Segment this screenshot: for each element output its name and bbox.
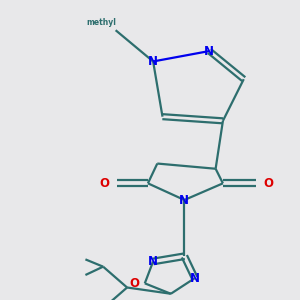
Text: N: N [179, 194, 189, 206]
Text: O: O [129, 277, 140, 290]
Text: methyl: methyl [86, 18, 116, 27]
Text: O: O [99, 177, 109, 190]
Text: N: N [148, 255, 158, 268]
Text: O: O [264, 177, 274, 190]
Text: N: N [148, 55, 158, 68]
Text: N: N [190, 272, 200, 285]
Text: N: N [204, 44, 214, 58]
